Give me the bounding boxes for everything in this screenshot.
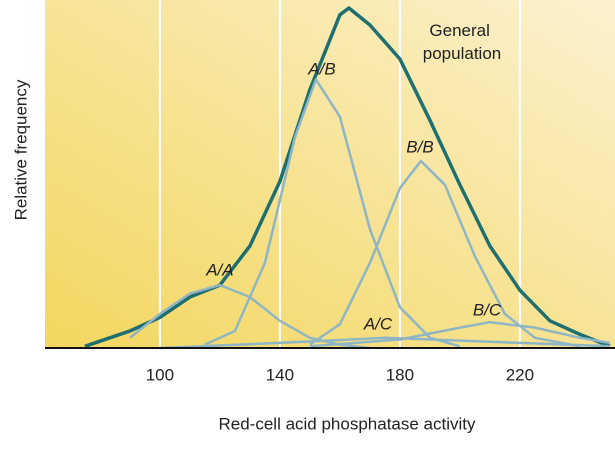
plot-background: [45, 0, 615, 348]
population-curve: [84, 6, 611, 348]
x-tick-label: 180: [386, 365, 414, 384]
x-tick-label: 220: [506, 365, 534, 384]
series-label: A/C: [363, 314, 393, 333]
x-tick-label: 100: [146, 365, 174, 384]
genotype-curve: [204, 78, 461, 348]
series-label: A/B: [307, 59, 335, 78]
x-axis-label: Red-cell acid phosphatase activity: [218, 414, 476, 433]
genotype-curve: [309, 320, 611, 348]
series-label: General population: [423, 21, 501, 63]
genotype-curve: [159, 336, 610, 350]
series-label: B/B: [406, 137, 433, 156]
series-label: B/C: [473, 300, 502, 319]
series-label: A/A: [205, 261, 233, 280]
x-tick-label: 140: [266, 365, 294, 384]
y-axis-label: Relative frequency: [11, 79, 30, 220]
